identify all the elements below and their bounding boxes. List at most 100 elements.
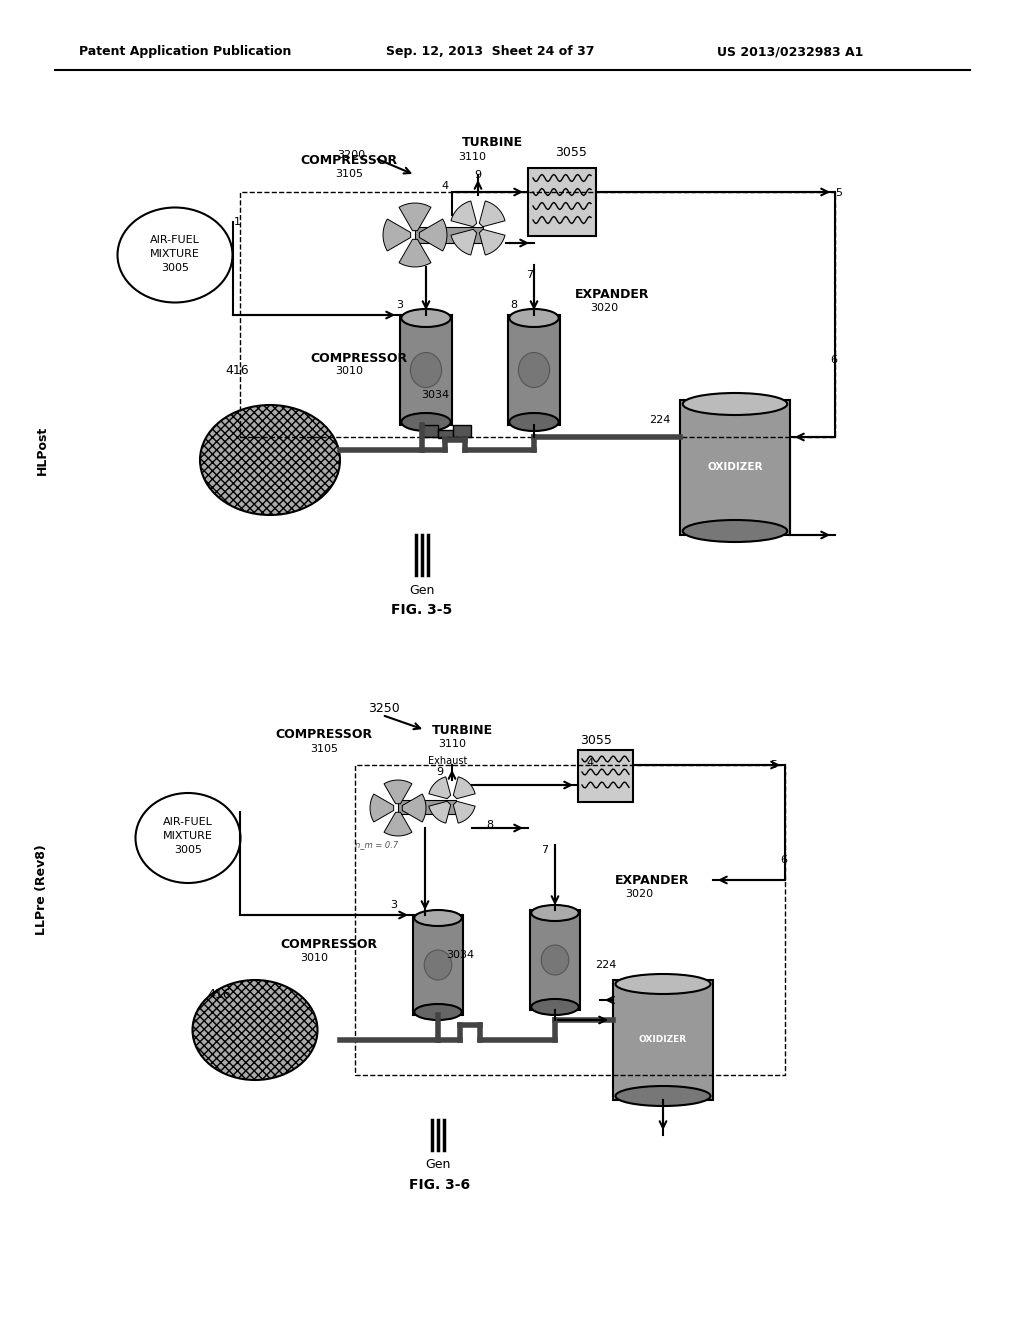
Ellipse shape xyxy=(193,979,317,1080)
Ellipse shape xyxy=(415,909,462,927)
Ellipse shape xyxy=(542,945,568,975)
Text: 3: 3 xyxy=(396,300,403,310)
Polygon shape xyxy=(384,812,412,836)
Ellipse shape xyxy=(411,352,441,388)
Text: EXPANDER: EXPANDER xyxy=(575,289,649,301)
Text: 3105: 3105 xyxy=(310,744,338,754)
Bar xyxy=(355,766,785,1074)
Text: US 2013/0232983 A1: US 2013/0232983 A1 xyxy=(717,45,863,58)
Ellipse shape xyxy=(509,413,559,432)
Text: Patent Application Publication: Patent Application Publication xyxy=(79,45,291,58)
Bar xyxy=(613,979,713,1100)
Bar xyxy=(508,315,560,425)
Text: 3105: 3105 xyxy=(335,169,362,180)
Ellipse shape xyxy=(683,393,787,414)
Text: 3055: 3055 xyxy=(555,147,587,160)
Polygon shape xyxy=(383,219,411,251)
Text: 3250: 3250 xyxy=(368,701,399,714)
Text: COMPRESSOR: COMPRESSOR xyxy=(275,729,372,742)
Text: AIR-FUEL: AIR-FUEL xyxy=(163,817,213,828)
Ellipse shape xyxy=(118,207,232,302)
Bar xyxy=(420,425,438,437)
Text: 3020: 3020 xyxy=(625,888,653,899)
Text: HLPost: HLPost xyxy=(36,425,48,475)
Ellipse shape xyxy=(401,309,451,327)
Text: 8: 8 xyxy=(510,300,517,310)
Text: 416: 416 xyxy=(207,989,230,1002)
Text: 8: 8 xyxy=(486,820,494,830)
Ellipse shape xyxy=(424,950,452,979)
Bar xyxy=(415,227,483,243)
Text: FIG. 3-6: FIG. 3-6 xyxy=(410,1177,471,1192)
Polygon shape xyxy=(429,776,451,799)
Polygon shape xyxy=(454,801,475,824)
Text: 6: 6 xyxy=(780,855,787,865)
Text: 3010: 3010 xyxy=(300,953,328,964)
Ellipse shape xyxy=(683,520,787,543)
Text: 224: 224 xyxy=(648,414,670,425)
Text: 1: 1 xyxy=(233,216,241,227)
Text: 5: 5 xyxy=(770,760,777,770)
Bar xyxy=(438,430,453,438)
Text: 3110: 3110 xyxy=(438,739,466,748)
Text: 3034: 3034 xyxy=(445,950,474,960)
Text: EXPANDER: EXPANDER xyxy=(615,874,689,887)
Text: 9: 9 xyxy=(474,170,481,180)
Text: 3034: 3034 xyxy=(421,389,450,400)
Ellipse shape xyxy=(509,309,559,327)
Text: OXIDIZER: OXIDIZER xyxy=(639,1035,687,1044)
Bar xyxy=(578,750,633,803)
Text: 4: 4 xyxy=(587,758,594,768)
Text: 3200: 3200 xyxy=(337,150,365,160)
Ellipse shape xyxy=(401,413,451,432)
Text: COMPRESSOR: COMPRESSOR xyxy=(300,153,397,166)
Polygon shape xyxy=(429,801,451,824)
Text: TURBINE: TURBINE xyxy=(462,136,523,149)
Polygon shape xyxy=(370,795,393,822)
Ellipse shape xyxy=(531,906,579,921)
Bar xyxy=(240,191,835,437)
Polygon shape xyxy=(384,780,412,804)
Polygon shape xyxy=(420,219,446,251)
Text: 3055: 3055 xyxy=(580,734,612,747)
Bar xyxy=(413,915,463,1015)
Text: 3: 3 xyxy=(390,900,397,909)
Text: MIXTURE: MIXTURE xyxy=(163,832,213,841)
Text: 3110: 3110 xyxy=(458,152,486,162)
Ellipse shape xyxy=(531,999,579,1015)
Ellipse shape xyxy=(615,974,711,994)
Polygon shape xyxy=(451,201,477,227)
Polygon shape xyxy=(454,776,475,799)
Text: 9: 9 xyxy=(436,767,443,777)
Text: 416: 416 xyxy=(225,363,249,376)
Text: Gen: Gen xyxy=(425,1159,451,1172)
Polygon shape xyxy=(399,239,431,267)
Text: 3005: 3005 xyxy=(161,263,189,273)
Text: 3005: 3005 xyxy=(174,845,202,855)
Text: OXIDIZER: OXIDIZER xyxy=(708,462,763,473)
Text: Gen: Gen xyxy=(410,583,434,597)
Text: 7: 7 xyxy=(542,845,549,855)
Text: 7: 7 xyxy=(526,271,534,280)
Text: LLPre (Rev8): LLPre (Rev8) xyxy=(36,845,48,936)
Bar xyxy=(530,909,580,1010)
Polygon shape xyxy=(479,230,505,255)
Text: MIXTURE: MIXTURE xyxy=(151,249,200,259)
Bar xyxy=(400,315,452,425)
Ellipse shape xyxy=(518,352,550,388)
Polygon shape xyxy=(399,203,431,231)
Text: 3010: 3010 xyxy=(335,366,362,376)
Ellipse shape xyxy=(415,1005,462,1020)
Text: 224: 224 xyxy=(595,960,616,970)
Text: COMPRESSOR: COMPRESSOR xyxy=(310,351,408,364)
Text: 5: 5 xyxy=(835,187,842,198)
Polygon shape xyxy=(402,795,426,822)
Text: Exhaust: Exhaust xyxy=(428,756,467,766)
Polygon shape xyxy=(479,201,505,227)
Text: AIR-FUEL: AIR-FUEL xyxy=(151,235,200,246)
Bar xyxy=(453,425,471,437)
Text: 3020: 3020 xyxy=(590,304,618,313)
Text: FIG. 3-5: FIG. 3-5 xyxy=(391,603,453,616)
Polygon shape xyxy=(451,230,477,255)
Ellipse shape xyxy=(615,1086,711,1106)
